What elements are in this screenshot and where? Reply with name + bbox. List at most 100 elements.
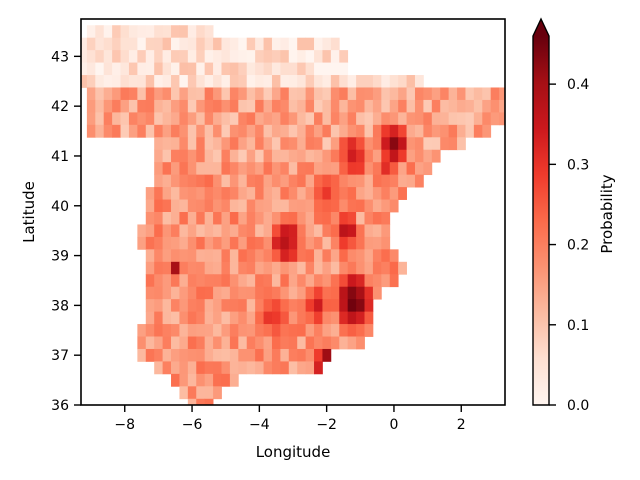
heatmap-cell <box>305 249 315 263</box>
heatmap-cell <box>162 361 172 375</box>
heatmap-cell <box>398 137 407 151</box>
heatmap-cell <box>263 361 273 375</box>
heatmap-cell <box>339 50 349 63</box>
heatmap-cell <box>297 336 307 350</box>
heatmap-cell <box>280 224 290 238</box>
heatmap-cell <box>246 187 256 200</box>
heatmap-cell <box>196 386 206 400</box>
heatmap-cell <box>204 361 214 375</box>
heatmap-cell <box>154 336 163 350</box>
heatmap-cell <box>86 25 96 39</box>
heatmap-cell <box>255 336 264 350</box>
heatmap-cell <box>297 62 307 76</box>
heatmap-cell <box>196 99 206 113</box>
heatmap-cell <box>356 187 365 200</box>
heatmap-cell <box>347 162 357 176</box>
heatmap-cell <box>364 112 374 126</box>
heatmap-cell <box>305 187 315 200</box>
heatmap-cell <box>95 99 105 113</box>
heatmap-cell <box>95 62 105 76</box>
heatmap-cell <box>128 50 138 63</box>
heatmap-cell <box>398 162 407 176</box>
heatmap-cell <box>330 336 340 350</box>
heatmap-cell <box>238 199 248 213</box>
heatmap-cell <box>364 174 374 188</box>
heatmap-cell <box>263 37 273 51</box>
heatmap-cell <box>339 162 349 176</box>
heatmap-cell <box>221 249 231 263</box>
heatmap-cell <box>322 112 332 126</box>
heatmap-cell <box>339 124 349 138</box>
heatmap-cell <box>356 75 365 88</box>
heatmap-cell <box>297 137 307 151</box>
heatmap-cell <box>288 236 298 250</box>
heatmap-cell <box>154 212 163 225</box>
heatmap-cell <box>154 37 163 51</box>
y-tick-label: 41 <box>51 149 69 165</box>
heatmap-cell <box>297 299 307 313</box>
heatmap-cell <box>154 99 163 113</box>
heatmap-cell <box>221 299 231 313</box>
heatmap-cell <box>339 299 349 313</box>
heatmap-cell <box>179 62 189 76</box>
heatmap-cell <box>473 124 483 138</box>
heatmap-cell <box>499 112 505 126</box>
heatmap-cell <box>356 324 365 337</box>
heatmap-cell <box>314 361 323 375</box>
heatmap-cell <box>389 261 399 275</box>
heatmap-cell <box>229 174 239 188</box>
heatmap-cell <box>297 236 307 250</box>
heatmap-cell <box>288 361 298 375</box>
heatmap-cell <box>364 299 374 313</box>
heatmap-cell <box>305 50 315 63</box>
heatmap-cell <box>246 75 256 88</box>
heatmap-cell <box>305 212 315 225</box>
heatmap-cell <box>187 87 197 101</box>
heatmap-cell <box>381 137 391 151</box>
heatmap-cell <box>440 99 450 113</box>
heatmap-cell <box>263 311 273 325</box>
heatmap-cell <box>406 137 416 151</box>
heatmap-cell <box>213 336 222 350</box>
heatmap-cell <box>179 311 189 325</box>
heatmap-cell <box>381 261 391 275</box>
heatmap-cell <box>271 249 281 263</box>
heatmap-cell <box>171 311 180 325</box>
heatmap-cell <box>81 37 88 51</box>
heatmap-cell <box>314 348 323 362</box>
heatmap-cell <box>314 336 323 350</box>
heatmap-cell <box>95 25 105 39</box>
heatmap-cell <box>389 274 399 288</box>
heatmap-cell <box>103 75 113 88</box>
heatmap-cell <box>457 99 466 113</box>
heatmap-cell <box>322 50 332 63</box>
heatmap-cell <box>288 249 298 263</box>
heatmap-cell <box>381 212 391 225</box>
heatmap-cell <box>255 87 264 101</box>
heatmap-cell <box>431 87 441 101</box>
heatmap-cell <box>187 286 197 300</box>
heatmap-cell <box>314 62 323 76</box>
heatmap-cell <box>372 149 382 163</box>
heatmap-cell <box>162 348 172 362</box>
heatmap-cell <box>204 373 214 387</box>
heatmap-cell <box>263 75 273 88</box>
heatmap-cell <box>414 137 424 151</box>
heatmap-cell <box>86 87 96 101</box>
heatmap-cell <box>297 75 307 88</box>
heatmap-cell <box>246 361 256 375</box>
heatmap-cell <box>255 62 264 76</box>
heatmap-cell <box>196 249 206 263</box>
heatmap-cell <box>196 137 206 151</box>
heatmap-cell <box>162 224 172 238</box>
heatmap-cell <box>171 187 180 200</box>
heatmap-cell <box>238 311 248 325</box>
heatmap-cell <box>179 112 189 126</box>
heatmap-cell <box>339 112 349 126</box>
heatmap-cell <box>288 187 298 200</box>
heatmap-cell <box>196 261 206 275</box>
heatmap-cell <box>381 236 391 250</box>
heatmap-cell <box>314 187 323 200</box>
heatmap-cell <box>154 174 163 188</box>
heatmap-cell <box>271 236 281 250</box>
